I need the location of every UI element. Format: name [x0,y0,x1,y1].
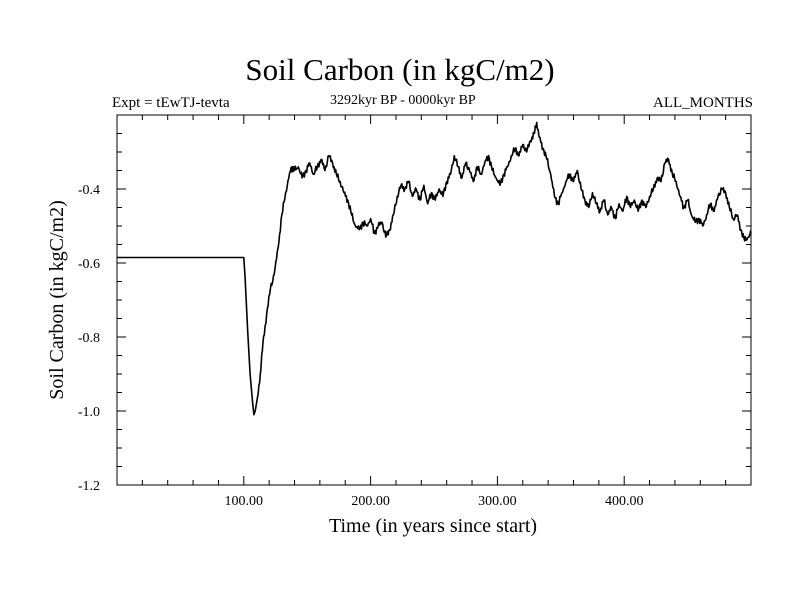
y-tick-label: -0.4 [78,183,100,198]
experiment-label: Expt = tEwTJ-tevta [112,95,230,111]
y-tick-label: -1.2 [78,479,100,494]
x-tick-label: 400.00 [605,494,644,509]
x-tick-label: 300.00 [478,494,517,509]
months-label: ALL_MONTHS [653,95,753,111]
chart-title: Soil Carbon (in kgC/m2) [245,52,555,87]
x-tick-label: 100.00 [225,494,264,509]
x-axis-label: Time (in years since start) [329,515,537,537]
plot-frame [116,114,752,486]
series-lines [117,121,752,416]
y-tick-label: -0.8 [78,331,100,346]
y-axis-label: Soil Carbon (in kgC/m2) [46,200,68,399]
y-tick-label: -1.0 [78,405,100,420]
y-tick-label: -0.6 [78,257,100,272]
tick-labels: 100.00 200.00 300.00 400.00 -1.2 -1.0 -0.8 -0.6… [78,183,644,509]
period-label: 3292kyr BP - 0000kyr BP [330,93,476,108]
series-line [117,121,752,416]
x-tick-label: 200.00 [351,494,390,509]
axis-ticks [117,115,751,486]
